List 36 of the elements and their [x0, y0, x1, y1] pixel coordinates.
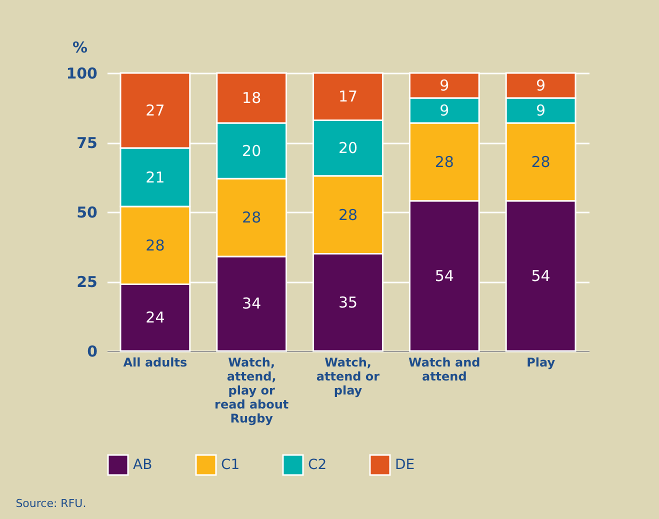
- data-label: 20: [338, 139, 358, 158]
- data-label: 27: [146, 102, 165, 120]
- legend-label: AB: [133, 457, 152, 473]
- source-note: Source: RFU.: [16, 497, 86, 510]
- legend-label: C2: [308, 457, 327, 473]
- y-tick-label: 25: [76, 273, 98, 291]
- y-tick-label: 0: [87, 342, 98, 360]
- y-axis-title: %: [72, 38, 88, 56]
- data-label: 9: [536, 76, 546, 95]
- data-label: 9: [536, 102, 546, 120]
- data-label: 24: [146, 308, 165, 327]
- data-label: 28: [531, 152, 550, 171]
- data-label: 54: [531, 266, 550, 285]
- data-label: 28: [146, 236, 165, 254]
- legend-label: C1: [221, 457, 240, 473]
- x-tick-label: Watch, attend or play: [316, 356, 380, 398]
- x-tick-label: Play: [526, 356, 556, 370]
- y-tick-label: 75: [76, 134, 98, 152]
- data-label: 9: [440, 102, 450, 120]
- legend-label: DE: [395, 457, 415, 473]
- data-label: 17: [338, 88, 358, 106]
- data-label: 28: [434, 152, 454, 171]
- x-tick-label: Watch and attend: [408, 356, 480, 384]
- data-label: 28: [242, 208, 262, 227]
- y-tick-label: 50: [76, 204, 98, 222]
- data-label: 9: [440, 76, 450, 95]
- data-label: 35: [338, 293, 358, 312]
- y-tick-label: 100: [66, 64, 98, 82]
- data-label: 28: [338, 206, 358, 224]
- data-label: 18: [242, 89, 262, 108]
- data-label: 34: [242, 294, 262, 313]
- data-label: 54: [434, 266, 454, 285]
- data-label: 20: [242, 142, 262, 160]
- x-tick-label: All adults: [123, 356, 188, 370]
- data-label: 21: [146, 168, 165, 186]
- x-tick-label: Watch, attend, play or read about Rugby: [214, 356, 289, 426]
